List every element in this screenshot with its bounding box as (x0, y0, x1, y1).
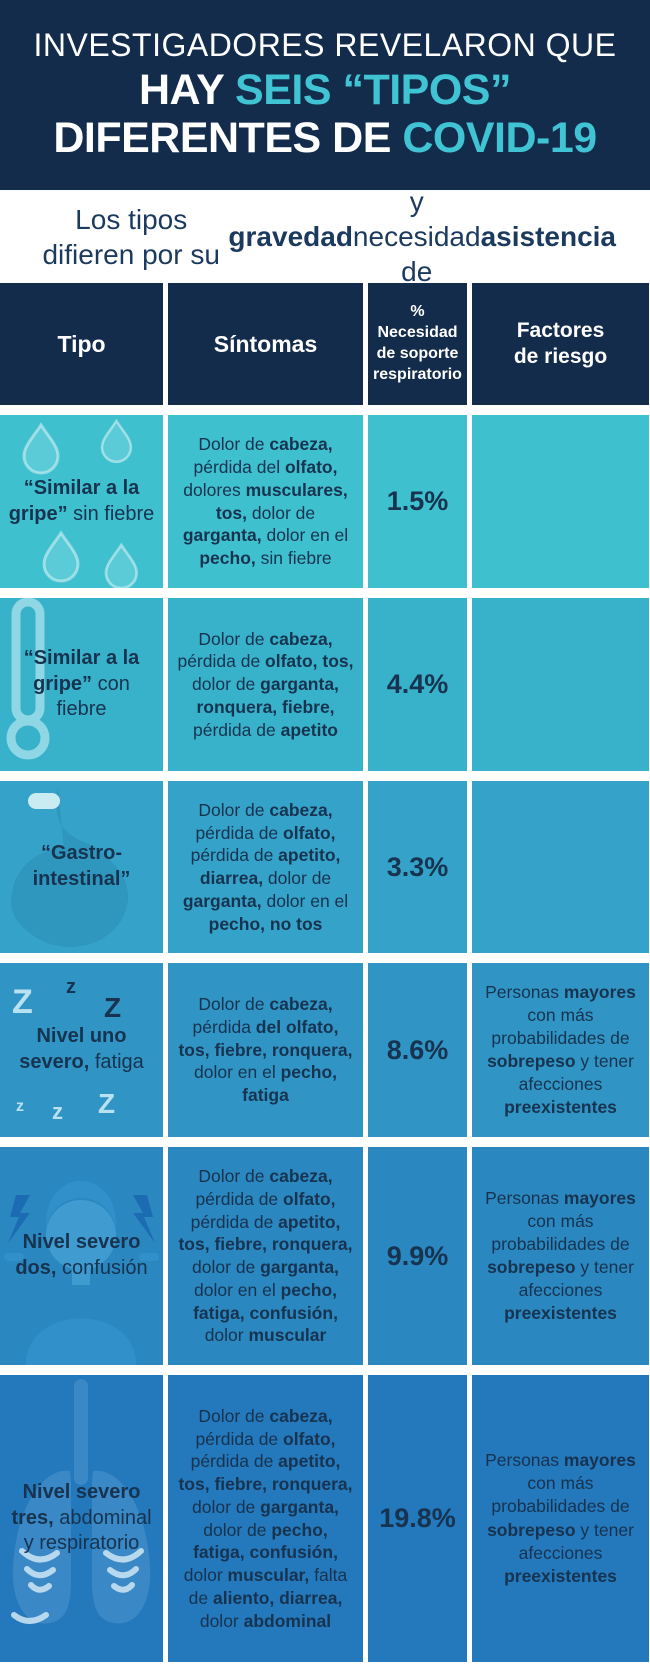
respiratory-support-cell: 9.9% (368, 1147, 467, 1365)
symptoms-text: Dolor de cabeza, pérdida de olfato, tos,… (177, 628, 354, 740)
svg-text:z: z (52, 1099, 63, 1124)
percent-value: 1.5% (386, 486, 449, 516)
title-line3: DIFERENTES DE COVID-19 (53, 113, 597, 162)
table-row: Nivel severo tres, abdominal y respirato… (0, 1375, 650, 1662)
risk-factors-text: Personas mayores con más probabilidades … (485, 1450, 636, 1586)
symptoms-text: Dolor de cabeza, pérdida del olfato, tos… (178, 994, 353, 1106)
title-line1: INVESTIGADORES REVELARON QUE (33, 27, 617, 64)
symptoms-cell: Dolor de cabeza, pérdida de olfato, pérd… (168, 781, 363, 953)
type-cell: Nivel severo tres, abdominal y respirato… (0, 1375, 163, 1662)
title-line2-white: HAY (139, 66, 236, 115)
percent-value: 19.8% (379, 1503, 456, 1533)
column-header-tipo: Tipo (0, 283, 163, 405)
svg-text:Z: Z (98, 1088, 115, 1119)
svg-text:Z: Z (104, 992, 121, 1023)
type-label: “Similar a la gripe” con fiebre (23, 647, 140, 721)
column-header-riesgo: Factores de riesgo (472, 283, 649, 405)
table-row: “Similar a la gripe” con fiebre Dolor de… (0, 598, 650, 771)
title-line3-highlight: COVID-19 (402, 113, 597, 162)
symptoms-text: Dolor de cabeza, pérdida de olfato, pérd… (182, 799, 349, 934)
type-cell: “Similar a la gripe” con fiebre (0, 598, 163, 771)
percent-value: 9.9% (386, 1240, 449, 1271)
respiratory-support-cell: 8.6% (368, 963, 467, 1137)
percent-value: 4.4% (386, 669, 449, 699)
respiratory-support-cell: 19.8% (368, 1375, 467, 1662)
risk-factors-text: Personas mayores con más probabilidades … (485, 981, 636, 1118)
type-label: “Gastro-intestinal” (32, 842, 131, 890)
title-line2: HAY SEIS “TIPOS” (139, 67, 511, 114)
symptoms-cell: Dolor de cabeza, pérdida del olfato, tos… (168, 963, 363, 1137)
column-header-sintomas: Síntomas (168, 283, 363, 405)
symptoms-text: Dolor de cabeza, pérdida de olfato, pérd… (178, 1405, 353, 1631)
type-label: “Similar a la gripe” sin fiebre (8, 476, 155, 525)
table-header-row: Tipo Síntomas % Necesidad de soporte res… (0, 283, 650, 405)
svg-text:z: z (66, 976, 76, 998)
symptoms-text: Dolor de cabeza, pérdida de olfato, pérd… (178, 1166, 353, 1346)
percent-value: 8.6% (386, 1034, 449, 1065)
risk-factors-cell: Personas mayores con más probabilidades … (472, 963, 649, 1137)
type-label: Nivel severo dos, confusión (15, 1231, 148, 1279)
risk-factors-cell: Personas mayores con más probabilidades … (472, 1147, 649, 1365)
symptoms-text: Dolor de cabeza, pérdida del olfato, dol… (182, 434, 349, 568)
title-banner: INVESTIGADORES REVELARON QUE HAY SEIS “T… (0, 0, 650, 190)
risk-factors-cell (472, 781, 649, 953)
respiratory-support-cell: 3.3% (368, 781, 467, 953)
type-cell: Z z Z z z Z Nivel uno severo, fatiga (0, 963, 163, 1137)
risk-factors-cell (472, 598, 649, 771)
subtitle: Los tipos difieren por su gravedad y nec… (42, 186, 616, 287)
respiratory-support-cell: 4.4% (368, 598, 467, 771)
table-row: “Gastro-intestinal” Dolor de cabeza, pér… (0, 781, 650, 953)
title-line2-highlight: SEIS “TIPOS” (235, 66, 511, 115)
symptoms-cell: Dolor de cabeza, pérdida de olfato, pérd… (168, 1147, 363, 1365)
risk-factors-cell: Personas mayores con más probabilidades … (472, 1375, 649, 1662)
type-label: Nivel severo tres, abdominal y respirato… (11, 1481, 152, 1555)
percent-value: 3.3% (386, 851, 449, 882)
symptoms-cell: Dolor de cabeza, pérdida de olfato, tos,… (168, 598, 363, 771)
risk-factors-cell (472, 415, 649, 588)
table-row: Z z Z z z Z Nivel uno severo, fatiga Dol… (0, 963, 650, 1137)
svg-text:z: z (16, 1098, 24, 1115)
type-label: Nivel uno severo, fatiga (19, 1025, 144, 1073)
table-body: “Similar a la gripe” sin fiebre Dolor de… (0, 415, 650, 1662)
table-row: “Similar a la gripe” sin fiebre Dolor de… (0, 415, 650, 588)
title-line3-white: DIFERENTES DE (53, 113, 403, 162)
type-cell: “Gastro-intestinal” (0, 781, 163, 953)
respiratory-support-cell: 1.5% (368, 415, 467, 588)
risk-factors-text: Personas mayores con más probabilidades … (485, 1187, 636, 1324)
column-header-soporte: % Necesidad de soporte respiratorio (368, 283, 467, 405)
symptoms-cell: Dolor de cabeza, pérdida del olfato, dol… (168, 415, 363, 588)
svg-text:Z: Z (12, 983, 33, 1021)
symptoms-cell: Dolor de cabeza, pérdida de olfato, pérd… (168, 1375, 363, 1662)
type-cell: Nivel severo dos, confusión (0, 1147, 163, 1365)
table-row: Nivel severo dos, confusión Dolor de cab… (0, 1147, 650, 1365)
type-cell: “Similar a la gripe” sin fiebre (0, 415, 163, 588)
